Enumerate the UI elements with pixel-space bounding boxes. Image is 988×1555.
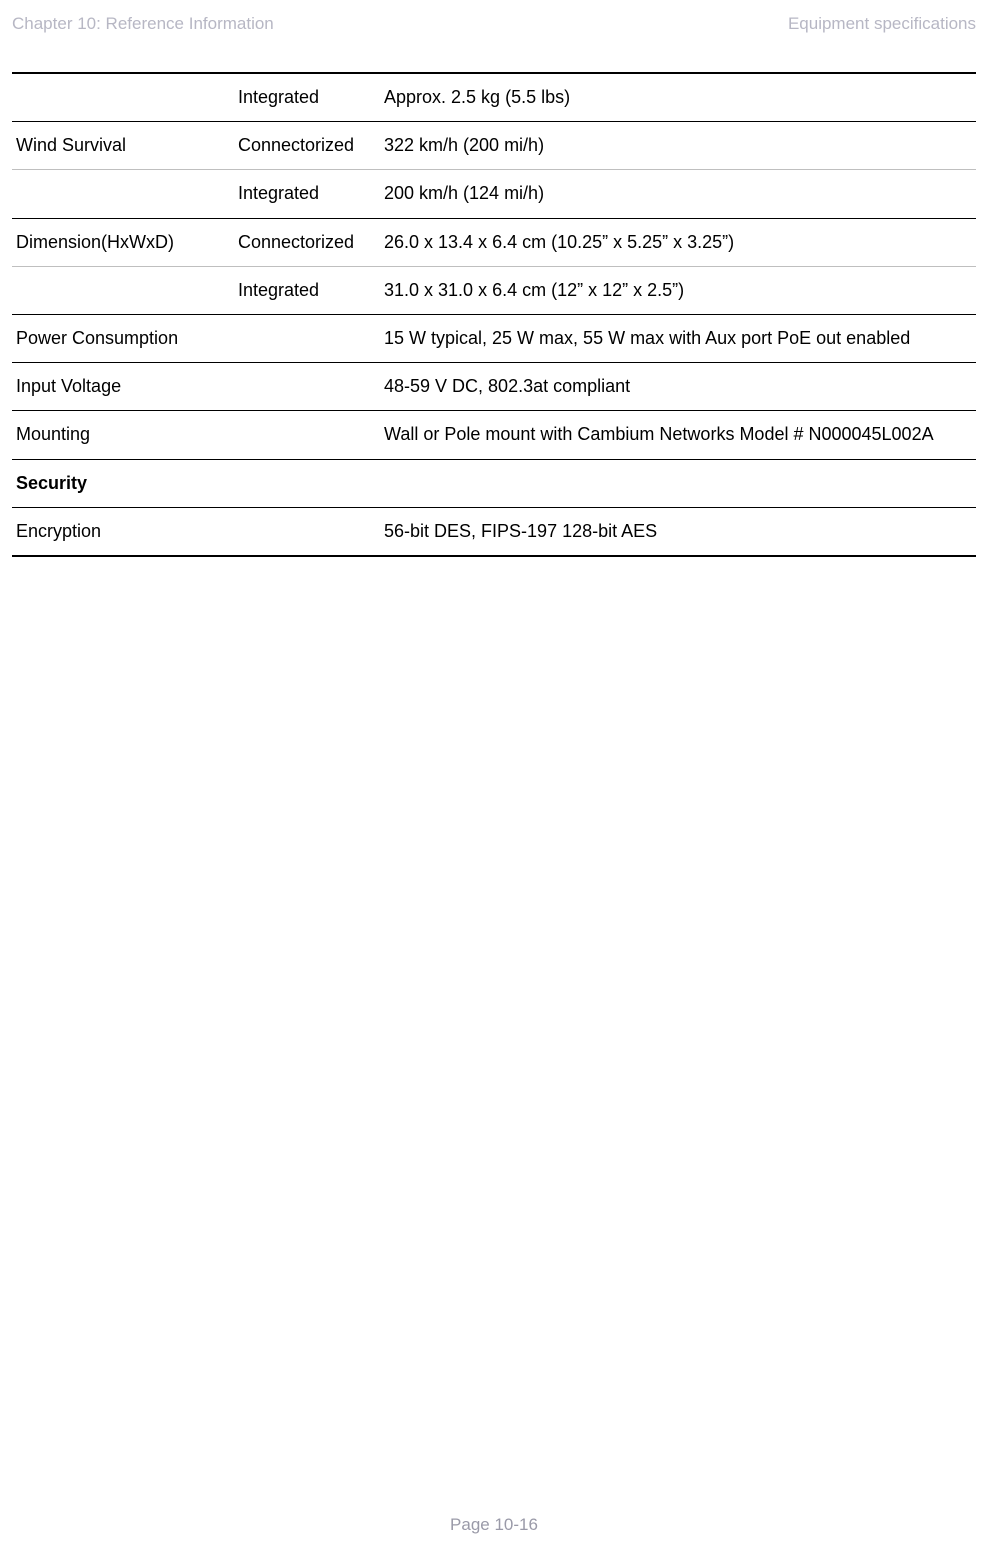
table-row: Encryption 56-bit DES, FIPS-197 128-bit A… bbox=[12, 507, 976, 556]
spec-value: 48-59 V DC, 802.3at compliant bbox=[380, 363, 976, 411]
spec-variant bbox=[234, 459, 380, 507]
table-row: Power Consumption 15 W typical, 25 W max,… bbox=[12, 314, 976, 362]
spec-label bbox=[12, 266, 234, 314]
spec-variant: Connectorized bbox=[234, 122, 380, 170]
table-row: Input Voltage 48-59 V DC, 802.3at complia… bbox=[12, 363, 976, 411]
header-right: Equipment specifications bbox=[788, 14, 976, 34]
spec-label: Wind Survival bbox=[12, 122, 234, 170]
spec-variant bbox=[234, 314, 380, 362]
spec-variant: Integrated bbox=[234, 266, 380, 314]
table-row: IntegratedApprox. 2.5 kg (5.5 lbs) bbox=[12, 73, 976, 122]
spec-variant bbox=[234, 507, 380, 556]
spec-label: Power Consumption bbox=[12, 314, 234, 362]
spec-value: 200 km/h (124 mi/h) bbox=[380, 170, 976, 218]
spec-value: 26.0 x 13.4 x 6.4 cm (10.25” x 5.25” x 3… bbox=[380, 218, 976, 266]
spec-value: Wall or Pole mount with Cambium Networks… bbox=[380, 411, 976, 459]
table-row: Dimension(HxWxD)Connectorized26.0 x 13.4… bbox=[12, 218, 976, 266]
spec-variant bbox=[234, 411, 380, 459]
spec-label: Encryption bbox=[12, 507, 234, 556]
spec-variant bbox=[234, 363, 380, 411]
table-row: Integrated31.0 x 31.0 x 6.4 cm (12” x 12… bbox=[12, 266, 976, 314]
spec-variant: Connectorized bbox=[234, 218, 380, 266]
spec-value bbox=[380, 459, 976, 507]
spec-label: Security bbox=[12, 459, 234, 507]
table-row: Security bbox=[12, 459, 976, 507]
table-row: Integrated200 km/h (124 mi/h) bbox=[12, 170, 976, 218]
spec-value: 15 W typical, 25 W max, 55 W max with Au… bbox=[380, 314, 976, 362]
page-header: Chapter 10: Reference Information Equipm… bbox=[12, 14, 976, 34]
spec-variant: Integrated bbox=[234, 170, 380, 218]
table-row: Wind SurvivalConnectorized322 km/h (200 … bbox=[12, 122, 976, 170]
spec-label: Mounting bbox=[12, 411, 234, 459]
spec-variant: Integrated bbox=[234, 73, 380, 122]
spec-value: 56-bit DES, FIPS-197 128-bit AES bbox=[380, 507, 976, 556]
spec-label bbox=[12, 170, 234, 218]
spec-table-container: IntegratedApprox. 2.5 kg (5.5 lbs)Wind S… bbox=[12, 72, 976, 557]
spec-value: Approx. 2.5 kg (5.5 lbs) bbox=[380, 73, 976, 122]
spec-table: IntegratedApprox. 2.5 kg (5.5 lbs)Wind S… bbox=[12, 72, 976, 557]
spec-label: Dimension(HxWxD) bbox=[12, 218, 234, 266]
spec-label bbox=[12, 73, 234, 122]
spec-value: 31.0 x 31.0 x 6.4 cm (12” x 12” x 2.5”) bbox=[380, 266, 976, 314]
header-left: Chapter 10: Reference Information bbox=[12, 14, 274, 34]
table-row: Mounting Wall or Pole mount with Cambium … bbox=[12, 411, 976, 459]
spec-value: 322 km/h (200 mi/h) bbox=[380, 122, 976, 170]
spec-label: Input Voltage bbox=[12, 363, 234, 411]
page-footer: Page 10-16 bbox=[0, 1515, 988, 1535]
